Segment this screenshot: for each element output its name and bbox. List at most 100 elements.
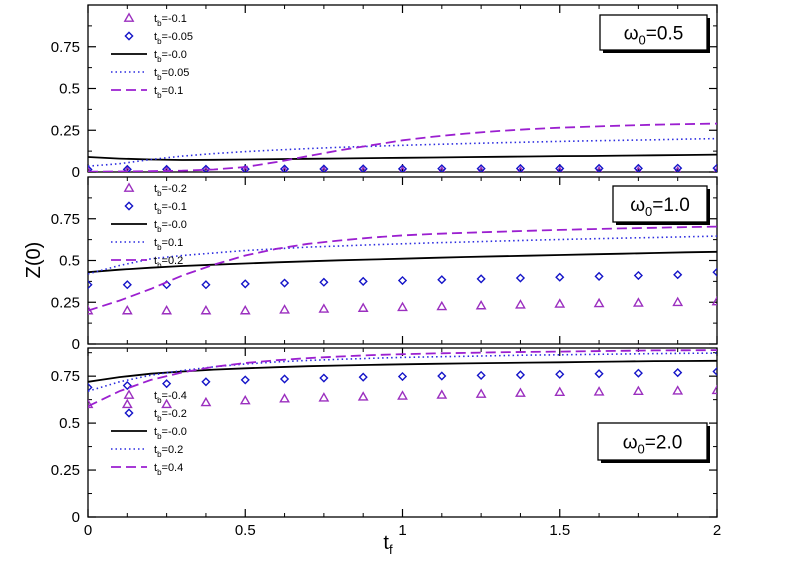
data-point-triangle [672, 296, 684, 307]
legend-label: tb=-0.1 [154, 13, 187, 28]
data-point-diamond [673, 163, 683, 172]
legend-label: tb=-0.0 [154, 426, 187, 441]
omega-label: ω0=1.0 [630, 195, 690, 219]
y-axis-label: Z(0) [23, 242, 45, 279]
data-point-triangle [279, 393, 290, 403]
y-tick-label: 0.75 [51, 368, 80, 385]
data-point-diamond [279, 374, 290, 384]
y-tick-label: 0 [72, 164, 80, 181]
data-layer [88, 349, 717, 409]
y-tick-label: 0.5 [59, 81, 80, 98]
data-point-triangle [593, 297, 605, 308]
data-point-diamond [88, 382, 93, 393]
data-point-diamond [476, 164, 486, 172]
legend-label: tb=-0.1 [154, 201, 187, 216]
legend-marker-diamond [124, 201, 134, 211]
data-point-diamond [673, 368, 683, 378]
data-point-diamond [476, 370, 486, 381]
y-tick-label: 0.25 [51, 462, 80, 479]
series-line-dotted [88, 352, 717, 392]
data-point-diamond [515, 273, 526, 283]
legend-label: tb=-0.2 [154, 183, 187, 198]
data-point-triangle [674, 165, 682, 172]
legend-marker-diamond [124, 408, 134, 418]
data-point-diamond [358, 276, 368, 286]
legend-label: tb=0.4 [154, 462, 183, 477]
data-point-diamond [712, 267, 717, 277]
y-tick-label: 0.75 [51, 39, 80, 56]
x-tick-label: 1 [398, 522, 406, 539]
legend-entry: tb=0.1 [111, 237, 183, 252]
y-tick-label: 0.25 [51, 294, 80, 311]
data-point-diamond [240, 279, 250, 289]
x-tick-label: 2 [713, 522, 721, 539]
omega-box [612, 185, 708, 223]
legend-marker-triangle [123, 182, 135, 192]
series-line-dashed [88, 225, 717, 312]
data-point-triangle [121, 304, 133, 315]
legend-label: tb=0.2 [154, 255, 183, 270]
data-point-triangle [554, 386, 566, 396]
data-point-triangle [200, 396, 212, 407]
data-point-triangle [161, 398, 173, 409]
omega-label: ω0=2.0 [623, 433, 683, 457]
data-point-diamond [437, 164, 447, 172]
legend-entry: tb=-0.1 [123, 12, 187, 28]
data-point-diamond [319, 373, 329, 383]
legend-entry: tb=-0.1 [124, 201, 187, 216]
data-point-triangle [161, 304, 173, 315]
data-point-diamond [201, 377, 211, 387]
data-point-triangle [672, 385, 684, 395]
data-point-triangle [632, 297, 644, 307]
data-point-triangle [436, 389, 448, 399]
data-point-diamond [397, 164, 408, 172]
data-layer [88, 122, 717, 172]
x-tick-label: 0 [84, 522, 92, 539]
series-line-dashed [88, 349, 717, 408]
data-point-triangle [515, 299, 526, 309]
data-point-diamond [515, 163, 526, 172]
data-point-triangle [397, 301, 408, 312]
legend-entry: tb=-0.4 [123, 389, 187, 405]
data-point-triangle [121, 398, 133, 409]
data-point-diamond [633, 368, 643, 378]
series-line-solid [88, 250, 717, 274]
legend-entry: tb=0.05 [111, 67, 189, 82]
data-point-diamond [162, 379, 172, 389]
y-tick-label: 0 [72, 509, 80, 526]
data-point-triangle [200, 304, 212, 315]
data-point-diamond [88, 164, 93, 172]
y-tick-label: 0.75 [51, 211, 80, 228]
y-tick-label: 0.5 [59, 415, 80, 432]
data-layer [88, 225, 717, 315]
data-point-triangle [239, 304, 251, 315]
data-point-diamond [201, 280, 211, 290]
data-point-triangle [713, 165, 717, 172]
panel-omega-1.0: 0 0.25 0.5 0.75 tb=-0.2 tb=-0.1 tb=-0.0 tb=0.1 t… [51, 176, 718, 353]
omega-label: ω0=0.5 [624, 24, 684, 48]
legend-label: tb=-0.2 [154, 408, 187, 423]
data-point-diamond [240, 375, 250, 385]
legend-entry: tb=0.1 [111, 85, 183, 100]
data-point-diamond [633, 163, 643, 172]
legend-entry: tb=-0.0 [111, 426, 187, 441]
panel-omega-0.5: 0 0.25 0.5 0.75 tb=-0.1 tb=-0.05 tb=-0.0 tb=0.0… [51, 4, 718, 181]
data-point-diamond [712, 163, 717, 172]
data-point-triangle [397, 390, 408, 400]
data-point-diamond [594, 369, 604, 379]
data-point-diamond [319, 164, 329, 172]
legend-marker-diamond [124, 31, 134, 41]
legend-label: tb=-0.0 [154, 49, 187, 64]
data-point-diamond [122, 280, 132, 290]
legend-marker-triangle [123, 12, 135, 22]
data-point-diamond [555, 163, 565, 172]
y-tick-label: 0.5 [59, 253, 80, 270]
data-point-triangle [88, 398, 94, 409]
data-point-triangle [279, 304, 290, 314]
legend-entry: tb=0.4 [111, 462, 183, 477]
data-point-diamond [162, 164, 172, 172]
legend-entry: tb=-0.05 [124, 31, 193, 46]
legend-label: tb=0.1 [154, 85, 183, 100]
data-point-diamond [555, 272, 565, 282]
